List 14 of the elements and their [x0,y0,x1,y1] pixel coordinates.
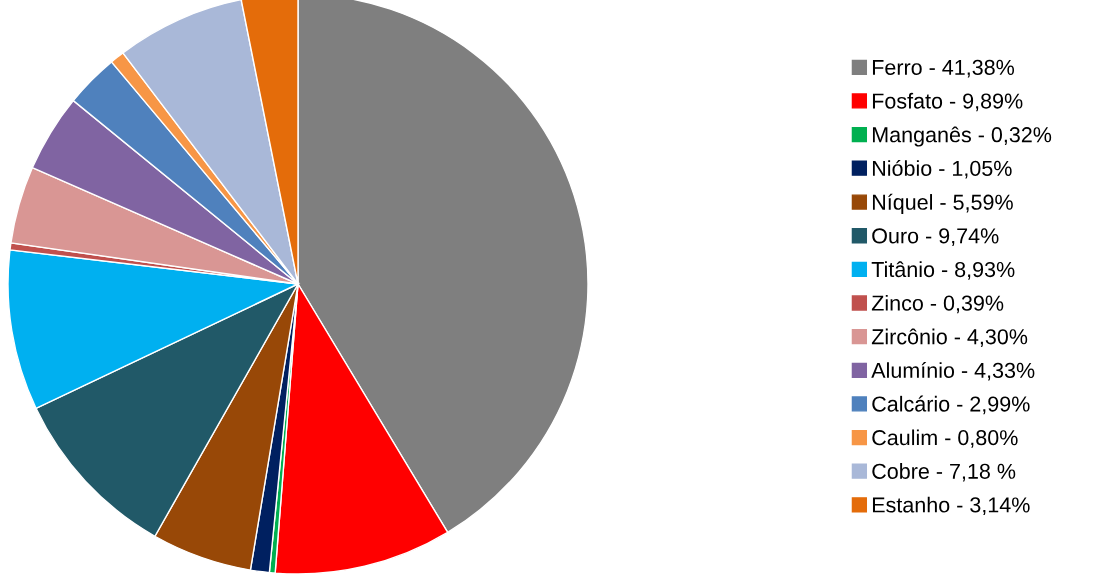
legend-label: Zircônio - 4,30% [871,328,1028,347]
legend-label: Zinco - 0,39% [871,294,1004,314]
legend-label: Alumínio - 4,33% [871,361,1035,381]
legend-label: Ouro - 9,74% [872,228,999,247]
legend-label: Calcário - 2,99% [872,395,1030,415]
legend-label: Caulim - 0,80% [872,429,1018,448]
legend-label: Nióbio - 1,05% [872,159,1012,179]
legend-label: Estanho - 3,14% [872,496,1030,516]
legend-label: Ferro - 41,38% [872,59,1015,78]
legend-label: Cobre - 7,18 % [872,463,1016,482]
legend-label: Titânio - 8,93% [871,261,1015,280]
legend-label: Níquel - 5,59% [872,193,1013,215]
legend-label: Fosfato - 9,89% [872,92,1023,112]
legend-label: Manganês - 0,32% [872,126,1052,147]
